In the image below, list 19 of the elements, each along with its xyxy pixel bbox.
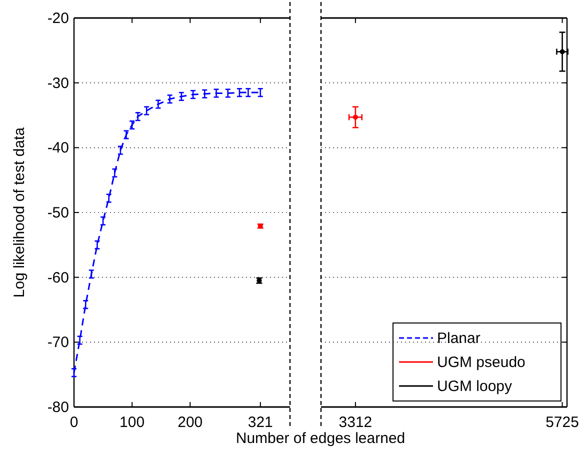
- y-tick-label: -80: [47, 399, 69, 416]
- legend-label: Planar: [437, 330, 480, 347]
- y-tick-label: -40: [47, 140, 69, 157]
- y-axis-title: Log likelihood of test data: [11, 126, 28, 298]
- legend-label: UGM loopy: [437, 378, 513, 395]
- y-tick-label: -30: [47, 74, 69, 92]
- y-tick-label: -60: [47, 269, 69, 286]
- y-tick-label: -20: [47, 10, 69, 27]
- line-series: [73, 92, 262, 374]
- x-tick-label: 321: [248, 414, 273, 431]
- x-tick-label: 100: [120, 414, 145, 431]
- x-tick-label: 0: [70, 414, 78, 431]
- x-tick-label: 3312: [338, 414, 372, 431]
- x-tick-label: 200: [178, 414, 203, 431]
- x-axis-title: Number of edges learned: [236, 430, 406, 447]
- x-tick-label: 5725: [546, 414, 579, 431]
- y-tick-label: -70: [47, 334, 69, 352]
- legend-label: UGM pseudo: [437, 354, 526, 371]
- y-tick-label: -50: [47, 204, 69, 222]
